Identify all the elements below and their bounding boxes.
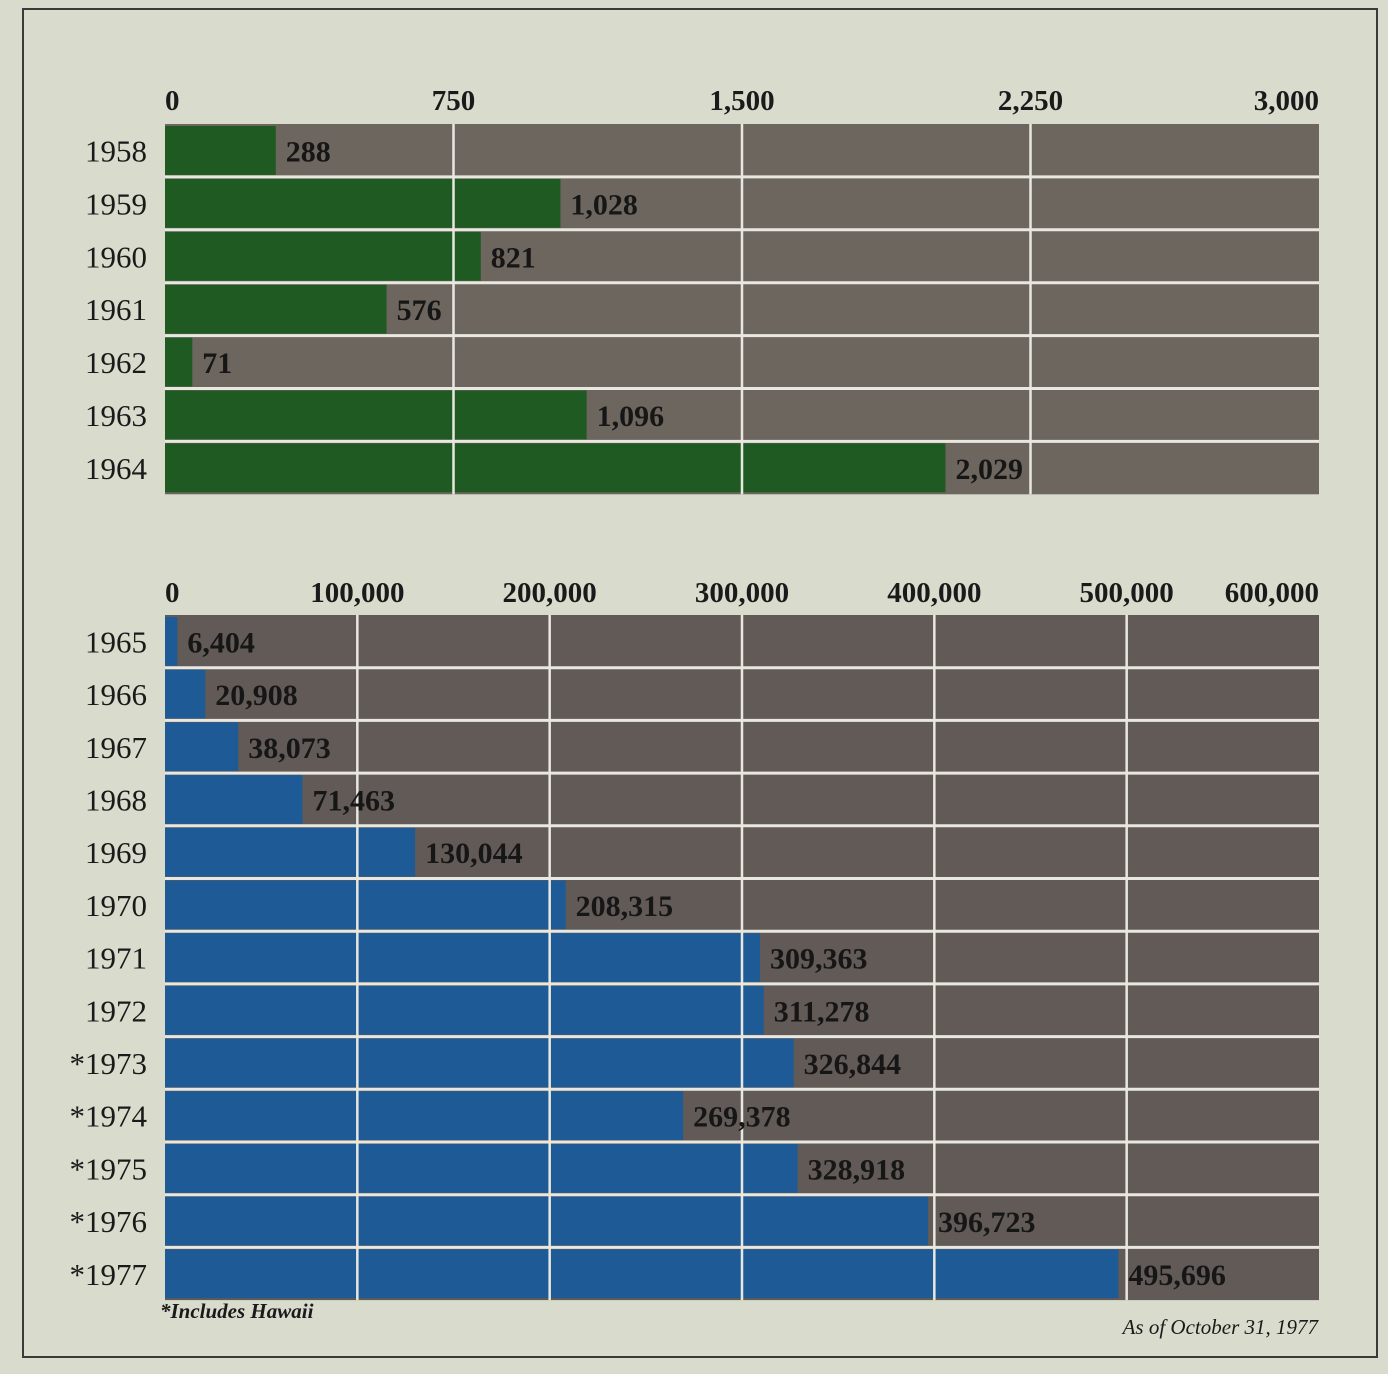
value-label-1964: 2,029 [955, 453, 1023, 486]
footnote: *Includes Hawaii [160, 1299, 314, 1323]
tick-label-late-3: 300,000 [695, 577, 789, 609]
bar-1965 [165, 617, 178, 666]
tick-label-early-0: 0 [165, 85, 180, 117]
year-label-star-1973: *1973 [70, 1046, 148, 1081]
year-label-star-1976: *1976 [70, 1204, 148, 1239]
bar-1966 [165, 669, 206, 719]
bar-1971 [165, 933, 761, 982]
value-label-1963: 1,096 [597, 400, 665, 433]
bar-star-1975 [165, 1144, 798, 1193]
bar-star-1973 [165, 1038, 794, 1088]
value-label-1969: 130,044 [425, 837, 522, 870]
year-label-1958: 1958 [85, 133, 147, 168]
value-label-star-1977: 495,696 [1128, 1259, 1226, 1292]
year-label-1963: 1963 [85, 398, 147, 433]
year-label-star-1977: *1977 [70, 1257, 148, 1292]
bar-1961 [165, 284, 387, 334]
value-label-1958: 288 [286, 135, 331, 168]
bar-star-1977 [165, 1249, 1119, 1299]
value-label-1961: 576 [397, 294, 442, 327]
bar-star-1974 [165, 1091, 684, 1140]
year-label-1960: 1960 [85, 239, 147, 274]
year-label-1968: 1968 [85, 782, 147, 817]
year-label-1961: 1961 [85, 292, 147, 327]
value-label-star-1976: 396,723 [938, 1206, 1035, 1239]
year-label-1972: 1972 [85, 993, 147, 1028]
tick-label-late-2: 200,000 [503, 577, 597, 609]
year-label-1971: 1971 [85, 941, 147, 976]
year-label-1970: 1970 [85, 888, 147, 923]
year-label-1966: 1966 [85, 677, 147, 712]
bar-1968 [165, 775, 303, 824]
tick-label-early-2: 1,500 [709, 85, 774, 117]
bar-1967 [165, 722, 239, 772]
value-label-1959: 1,028 [570, 188, 638, 221]
year-label-1967: 1967 [85, 730, 147, 765]
value-label-1967: 38,073 [248, 732, 330, 765]
bar-star-1976 [165, 1196, 929, 1246]
value-label-1962: 71 [202, 347, 232, 380]
bar-1960 [165, 231, 481, 281]
year-label-1959: 1959 [85, 186, 147, 221]
tick-label-early-3: 2,250 [998, 85, 1063, 117]
year-label-1969: 1969 [85, 835, 147, 870]
tick-label-late-4: 400,000 [887, 577, 981, 609]
tick-label-early-1: 750 [432, 85, 476, 117]
chart-frame [22, 8, 1378, 1358]
as-of-date: As of October 31, 1977 [1121, 1315, 1320, 1339]
value-label-1972: 311,278 [774, 995, 870, 1028]
bar-1958 [165, 126, 276, 175]
year-label-1965: 1965 [85, 624, 147, 659]
year-label-star-1975: *1975 [70, 1151, 148, 1186]
bar-1962 [165, 337, 193, 387]
value-label-1966: 20,908 [215, 679, 298, 712]
value-label-1971: 309,363 [770, 943, 868, 976]
tick-label-late-5: 500,000 [1080, 577, 1174, 609]
value-label-1968: 71,463 [312, 784, 395, 817]
bar-1972 [165, 985, 764, 1035]
year-label-1962: 1962 [85, 345, 147, 380]
value-label-star-1974: 269,378 [693, 1101, 791, 1134]
bar-1959 [165, 178, 561, 228]
value-label-1960: 821 [491, 241, 536, 274]
tick-label-late-0: 0 [165, 577, 180, 609]
tick-label-early-4: 3,000 [1254, 85, 1319, 117]
value-label-1970: 208,315 [576, 890, 674, 923]
bar-1970 [165, 880, 566, 930]
bar-1969 [165, 827, 416, 877]
year-label-1964: 1964 [85, 451, 148, 486]
value-label-1965: 6,404 [187, 626, 255, 659]
tick-label-late-1: 100,000 [310, 577, 404, 609]
bar-1963 [165, 390, 587, 440]
year-label-star-1974: *1974 [70, 1099, 148, 1134]
bar-1964 [165, 443, 946, 493]
tick-label-late-6: 600,000 [1225, 577, 1319, 609]
value-label-star-1975: 328,918 [808, 1153, 906, 1186]
value-label-star-1973: 326,844 [804, 1048, 902, 1081]
